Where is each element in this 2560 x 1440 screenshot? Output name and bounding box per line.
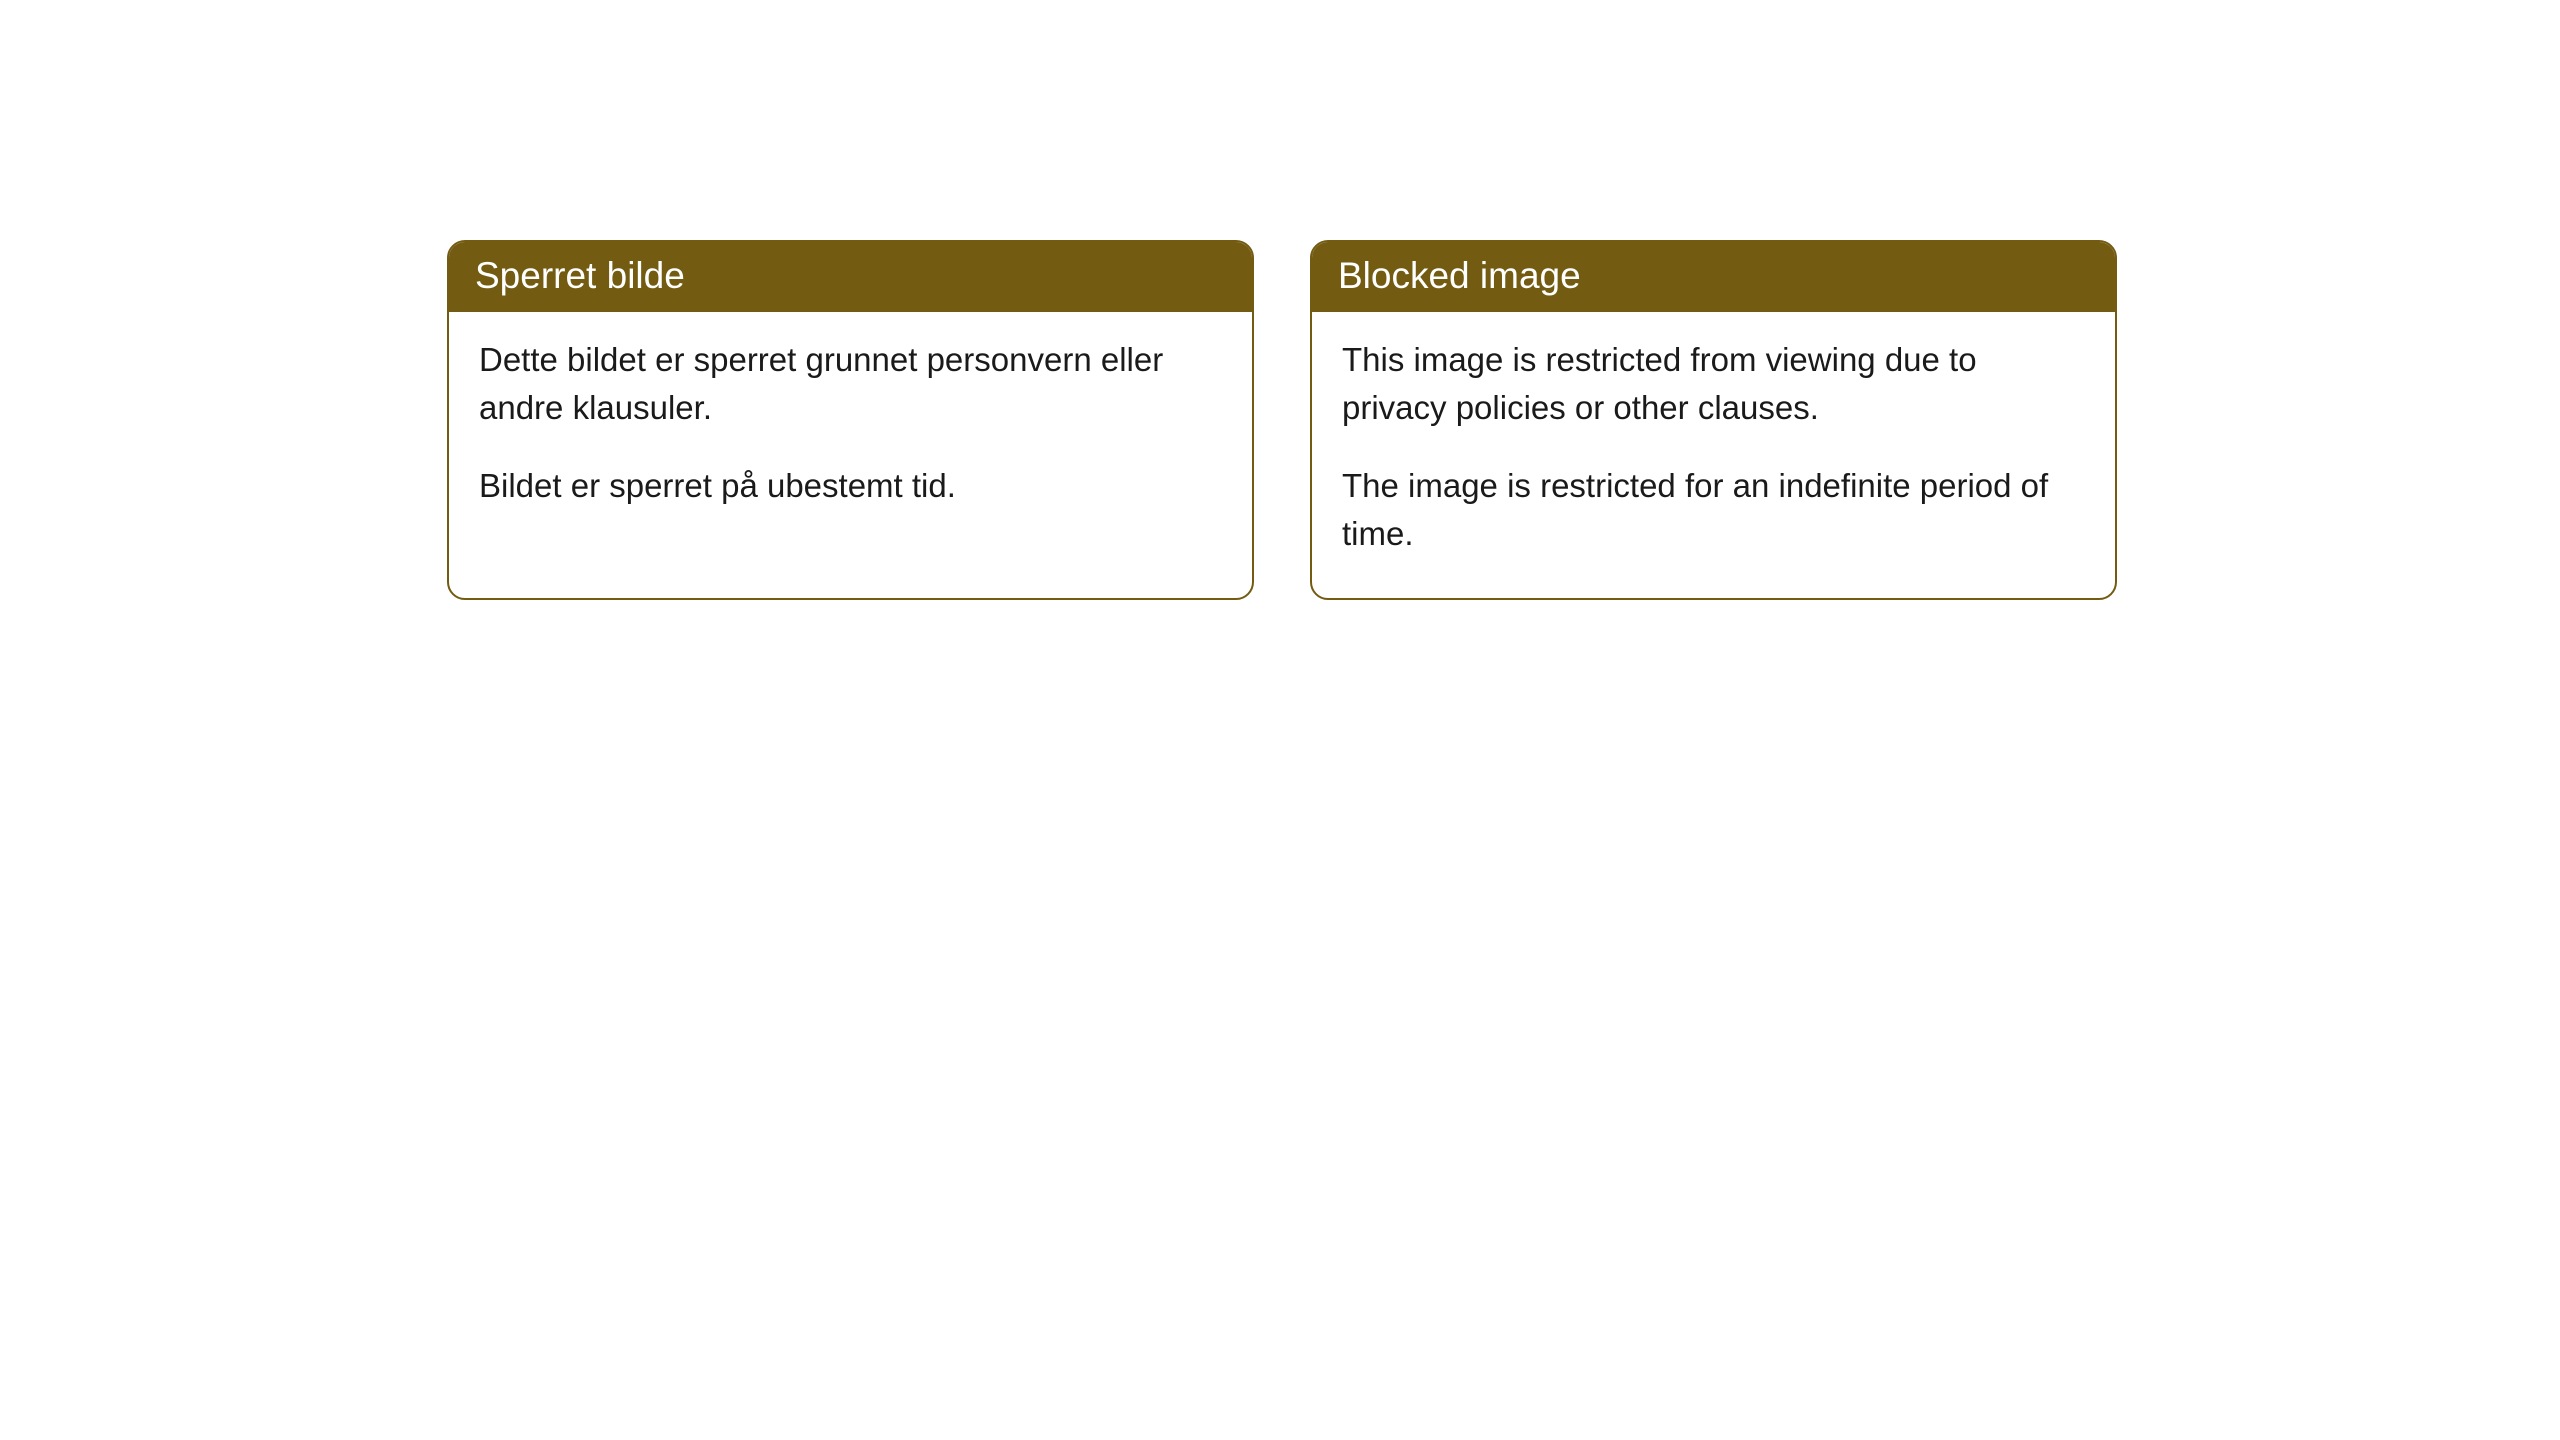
- notice-cards-container: Sperret bilde Dette bildet er sperret gr…: [447, 240, 2560, 600]
- card-body: Dette bildet er sperret grunnet personve…: [449, 312, 1252, 550]
- card-header: Blocked image: [1312, 242, 2115, 312]
- card-header: Sperret bilde: [449, 242, 1252, 312]
- blocked-image-card-en: Blocked image This image is restricted f…: [1310, 240, 2117, 600]
- card-paragraph: Dette bildet er sperret grunnet personve…: [479, 336, 1222, 432]
- card-paragraph: Bildet er sperret på ubestemt tid.: [479, 462, 1222, 510]
- blocked-image-card-no: Sperret bilde Dette bildet er sperret gr…: [447, 240, 1254, 600]
- card-paragraph: The image is restricted for an indefinit…: [1342, 462, 2085, 558]
- card-paragraph: This image is restricted from viewing du…: [1342, 336, 2085, 432]
- card-body: This image is restricted from viewing du…: [1312, 312, 2115, 597]
